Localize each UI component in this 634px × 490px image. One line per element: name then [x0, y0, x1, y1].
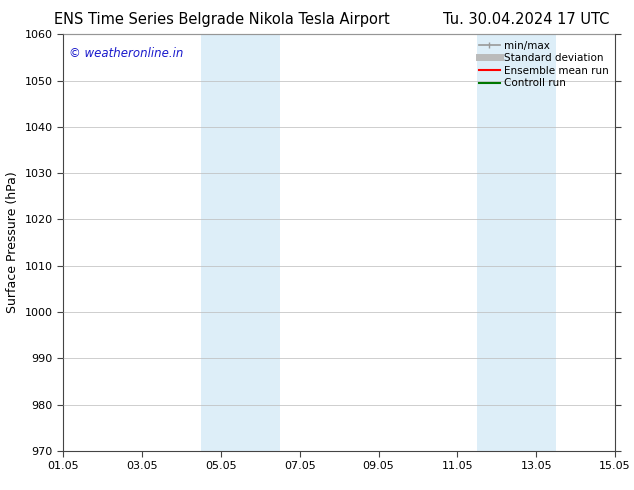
Text: Tu. 30.04.2024 17 UTC: Tu. 30.04.2024 17 UTC — [443, 12, 609, 27]
Y-axis label: Surface Pressure (hPa): Surface Pressure (hPa) — [6, 172, 19, 314]
Text: ENS Time Series Belgrade Nikola Tesla Airport: ENS Time Series Belgrade Nikola Tesla Ai… — [54, 12, 390, 27]
Bar — [202, 34, 280, 451]
Text: © weatheronline.in: © weatheronline.in — [69, 47, 183, 60]
Legend: min/max, Standard deviation, Ensemble mean run, Controll run: min/max, Standard deviation, Ensemble me… — [476, 37, 612, 92]
Bar — [477, 34, 556, 451]
